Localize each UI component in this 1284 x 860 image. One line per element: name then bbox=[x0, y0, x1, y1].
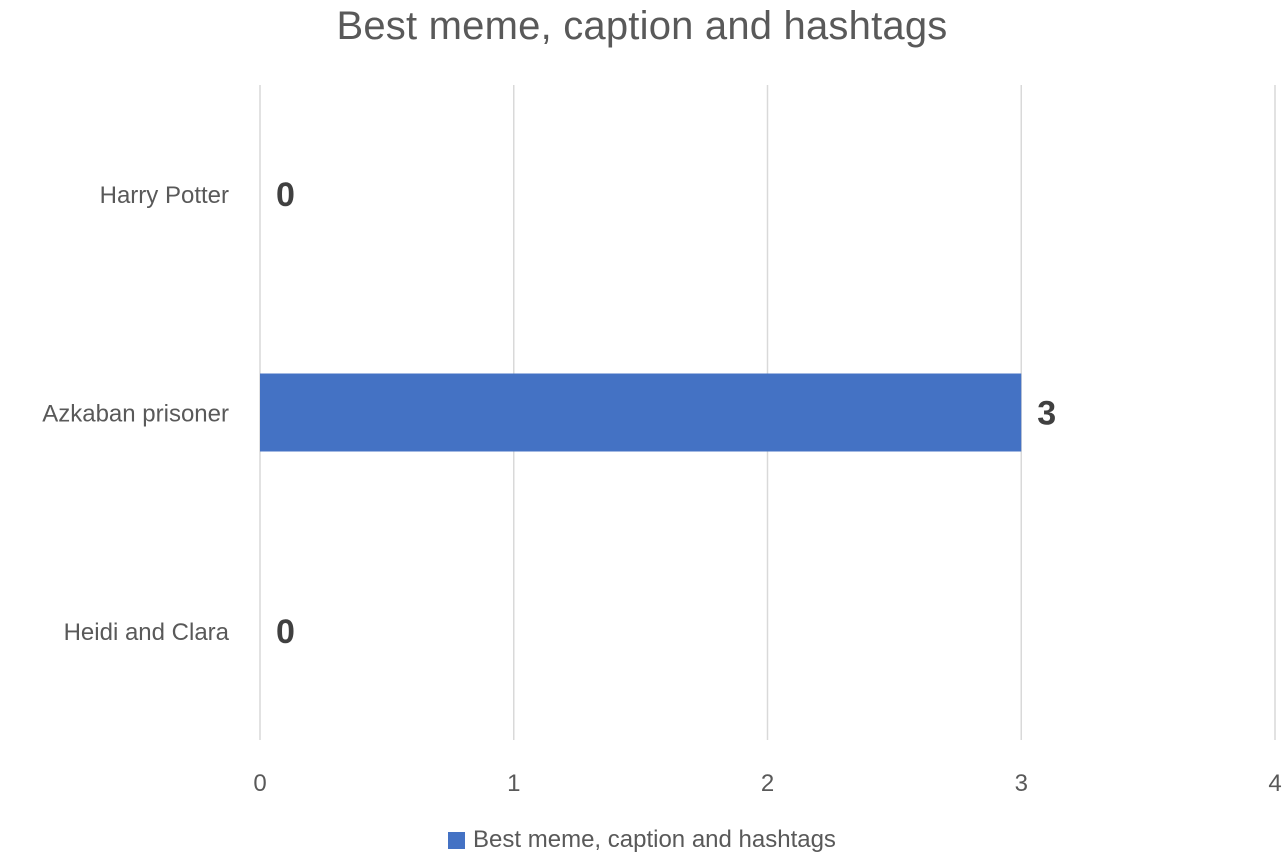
x-tick-label: 4 bbox=[1268, 770, 1281, 797]
x-tick-label: 3 bbox=[1015, 770, 1028, 797]
data-label: 0 bbox=[276, 613, 295, 651]
legend: Best meme, caption and hashtags bbox=[0, 826, 1284, 854]
x-tick-labels: 0 1 2 3 4 bbox=[253, 770, 1281, 797]
bar bbox=[260, 373, 1022, 452]
category-labels: Harry Potter Azkaban prisoner Heidi and Cl… bbox=[42, 182, 229, 646]
chart-title: Best meme, caption and hashtags bbox=[336, 4, 948, 48]
x-tick-label: 2 bbox=[761, 770, 774, 797]
bar-chart: 0 3 0 Harry Potter Azkaban prisoner Heidi an… bbox=[42, 85, 1282, 797]
category-label: Azkaban prisoner bbox=[42, 401, 229, 428]
bars bbox=[260, 373, 1022, 452]
category-label: Heidi and Clara bbox=[64, 619, 230, 646]
x-tick-label: 1 bbox=[507, 770, 520, 797]
data-labels: 0 3 0 bbox=[276, 176, 1056, 651]
legend-swatch bbox=[448, 831, 466, 849]
category-label: Harry Potter bbox=[100, 182, 229, 209]
legend-label: Best meme, caption and hashtags bbox=[473, 826, 836, 853]
data-label: 0 bbox=[276, 176, 295, 214]
data-label: 3 bbox=[1037, 395, 1056, 433]
x-tick-label: 0 bbox=[253, 770, 266, 797]
